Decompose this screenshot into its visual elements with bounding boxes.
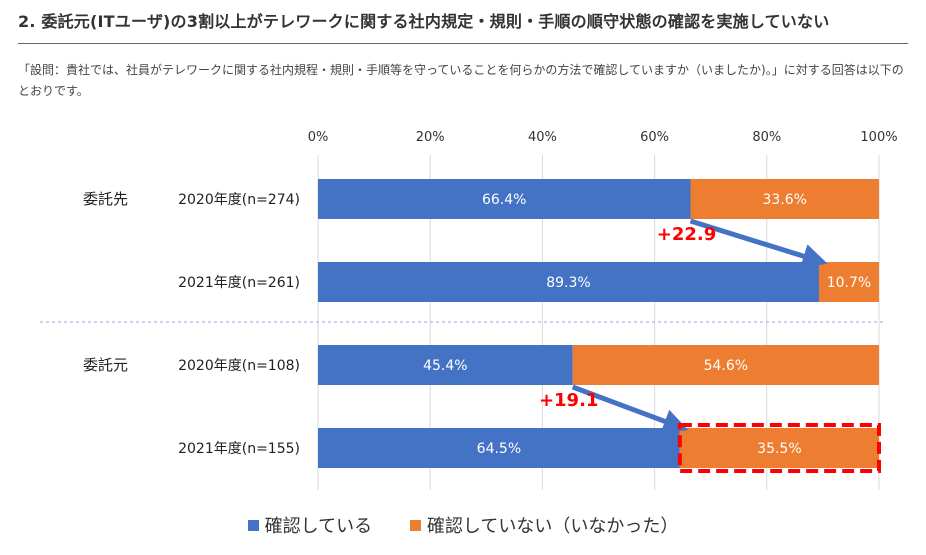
data-label-not-confirmed: 54.6% [704, 358, 748, 374]
group-label: 委託元 [83, 356, 128, 374]
bar-not-confirmed [572, 345, 879, 385]
legend-item-not-confirmed: 確認していない（いなかった） [409, 512, 679, 538]
x-tick-label: 40% [528, 130, 557, 145]
x-tick-label: 20% [416, 130, 445, 145]
x-tick-label: 100% [860, 130, 897, 145]
data-label-not-confirmed: 35.5% [757, 441, 801, 457]
data-label-not-confirmed: 10.7% [827, 275, 871, 291]
data-label-not-confirmed: 33.6% [763, 192, 807, 208]
legend-label-confirmed: 確認している [264, 516, 373, 537]
legend-swatch-confirmed [247, 519, 259, 531]
title-divider [18, 43, 908, 44]
question-note: 「設問：貴社では、社員がテレワークに関する社内規程・規則・手順等を守っていること… [18, 63, 904, 98]
bar-confirmed [318, 345, 573, 385]
bar-not-confirmed [679, 428, 879, 468]
x-tick-label: 60% [640, 130, 669, 145]
bar-not-confirmed [818, 262, 879, 302]
x-tick-label: 0% [308, 130, 329, 145]
change-label: +22.9 [657, 224, 717, 245]
page-title: 2. 委託元(ITユーザ)の3割以上がテレワークに関する社内規定・規則・手順の順… [18, 12, 830, 31]
x-tick-label: 80% [752, 130, 781, 145]
legend-swatch-not-confirmed [409, 519, 421, 531]
data-label-confirmed: 66.4% [482, 192, 526, 208]
row-label: 2021年度(n=155) [178, 441, 300, 457]
change-label: +19.1 [539, 390, 599, 411]
group-label: 委託先 [83, 190, 128, 208]
data-label-confirmed: 89.3% [546, 275, 590, 291]
bar-not-confirmed [690, 179, 879, 219]
highlight-box [677, 423, 881, 473]
legend-item-confirmed: 確認している [247, 512, 373, 538]
data-label-confirmed: 45.4% [423, 358, 467, 374]
row-label: 2020年度(n=274) [178, 192, 300, 208]
bar-confirmed [318, 179, 691, 219]
change-arrow [689, 218, 828, 269]
row-label: 2021年度(n=261) [178, 275, 300, 291]
legend-label-not-confirmed: 確認していない（いなかった） [426, 516, 679, 537]
chart-legend: 確認している 確認していない（いなかった） [0, 512, 926, 538]
change-arrow [571, 384, 689, 434]
bar-confirmed [318, 428, 680, 468]
data-label-confirmed: 64.5% [477, 441, 521, 457]
bar-confirmed [318, 262, 819, 302]
row-label: 2020年度(n=108) [178, 358, 300, 374]
